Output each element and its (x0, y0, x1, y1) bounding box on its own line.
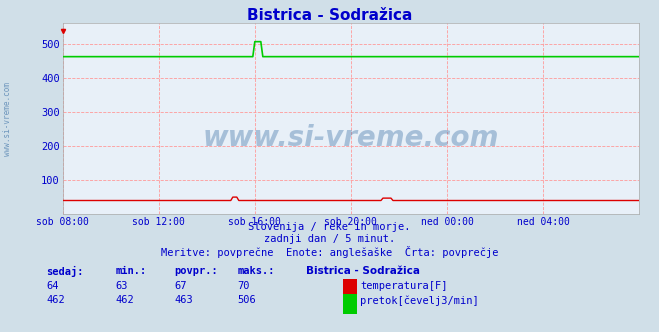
Text: temperatura[F]: temperatura[F] (360, 281, 448, 290)
Text: 64: 64 (46, 281, 59, 290)
Text: 67: 67 (175, 281, 187, 290)
Text: povpr.:: povpr.: (175, 266, 218, 276)
Text: Bistrica - Sodražica: Bistrica - Sodražica (306, 266, 420, 276)
Text: sedaj:: sedaj: (46, 266, 84, 277)
Text: 506: 506 (237, 295, 256, 305)
Text: maks.:: maks.: (237, 266, 275, 276)
Text: zadnji dan / 5 minut.: zadnji dan / 5 minut. (264, 234, 395, 244)
Text: min.:: min.: (115, 266, 146, 276)
Text: www.si-vreme.com: www.si-vreme.com (203, 124, 499, 152)
Text: 63: 63 (115, 281, 128, 290)
Text: 462: 462 (115, 295, 134, 305)
Text: pretok[čevelj3/min]: pretok[čevelj3/min] (360, 295, 479, 306)
Text: Meritve: povprečne  Enote: anglešaške  Črta: povprečje: Meritve: povprečne Enote: anglešaške Črt… (161, 246, 498, 258)
Text: 463: 463 (175, 295, 193, 305)
Text: 462: 462 (46, 295, 65, 305)
Text: www.si-vreme.com: www.si-vreme.com (3, 82, 13, 156)
Text: Bistrica - Sodražica: Bistrica - Sodražica (247, 8, 412, 23)
Text: 70: 70 (237, 281, 250, 290)
Text: Slovenija / reke in morje.: Slovenija / reke in morje. (248, 222, 411, 232)
